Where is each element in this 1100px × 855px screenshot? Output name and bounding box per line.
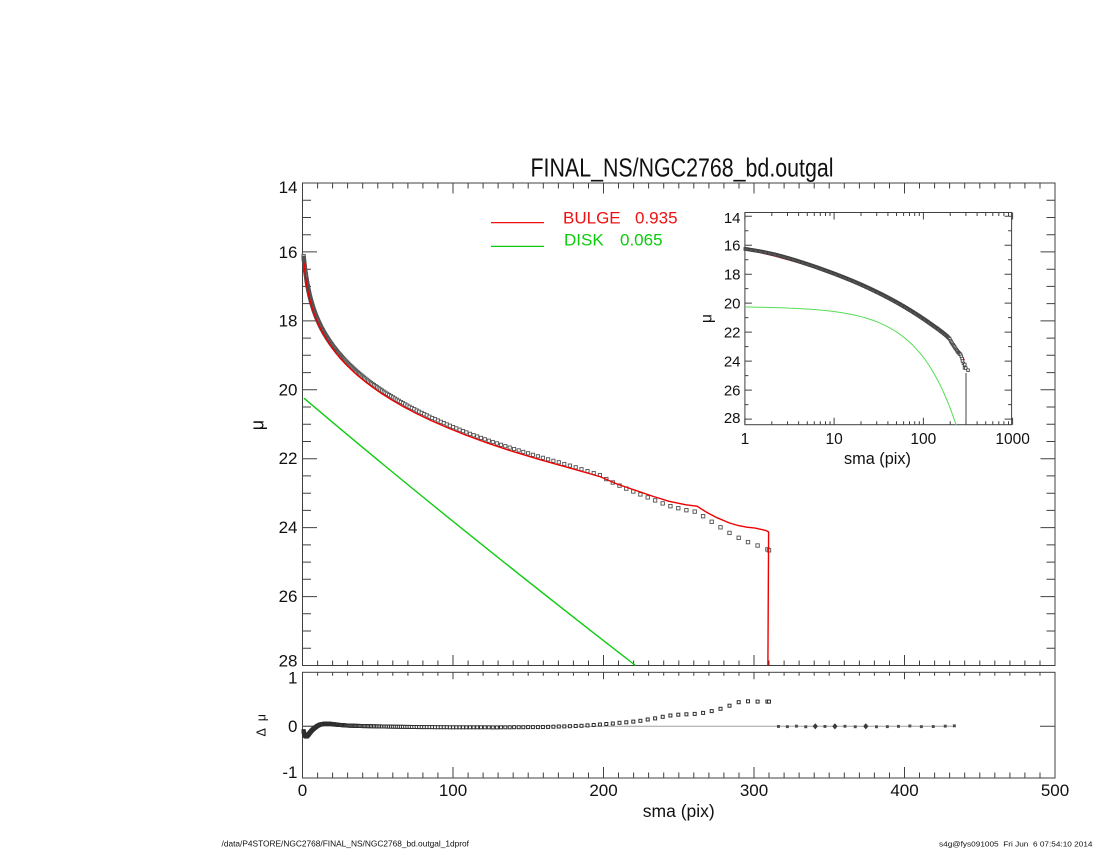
svg-text:20: 20	[724, 295, 741, 312]
svg-text:200: 200	[589, 781, 617, 800]
svg-text:22: 22	[724, 324, 741, 341]
svg-text:28: 28	[279, 652, 298, 671]
svg-text:14: 14	[724, 210, 741, 227]
svg-text:300: 300	[740, 781, 768, 800]
svg-text:100: 100	[439, 781, 467, 800]
svg-text:16: 16	[279, 243, 298, 262]
svg-text:1: 1	[741, 431, 750, 448]
svg-text:22: 22	[279, 449, 298, 468]
svg-text:10: 10	[826, 431, 844, 448]
svg-text:s4g@fys091005 Fri Jun 6 07:5: s4g@fys091005 Fri Jun 6 07:54:10 2014	[939, 840, 1093, 849]
svg-text:20: 20	[279, 380, 298, 399]
svg-text:26: 26	[724, 382, 741, 399]
svg-text:0: 0	[298, 781, 307, 800]
svg-text:sma (pix): sma (pix)	[844, 450, 911, 468]
svg-text:26: 26	[279, 587, 298, 606]
svg-text:500: 500	[1041, 781, 1069, 800]
svg-text:Δ μ: Δ μ	[255, 714, 269, 737]
svg-text:24: 24	[279, 518, 298, 537]
svg-text:0.065: 0.065	[620, 231, 663, 250]
svg-text:400: 400	[890, 781, 918, 800]
svg-text:28: 28	[724, 410, 741, 427]
svg-text:16: 16	[724, 237, 741, 254]
svg-text:BULGE: BULGE	[563, 208, 621, 227]
svg-text:100: 100	[910, 431, 936, 448]
svg-text:14: 14	[279, 178, 298, 197]
svg-text:μ: μ	[699, 314, 716, 323]
svg-text:FINAL_NS/NGC2768_bd.outgal: FINAL_NS/NGC2768_bd.outgal	[531, 152, 834, 182]
svg-text:sma (pix): sma (pix)	[643, 801, 715, 821]
svg-text:0.935: 0.935	[635, 208, 678, 227]
svg-text:DISK: DISK	[564, 231, 604, 250]
svg-text:-1: -1	[282, 763, 297, 782]
svg-text:1: 1	[288, 669, 297, 688]
svg-text:18: 18	[724, 266, 741, 283]
svg-text:18: 18	[279, 311, 298, 330]
svg-text:1000: 1000	[995, 431, 1030, 448]
svg-text:0: 0	[288, 717, 297, 736]
svg-text:μ: μ	[248, 420, 268, 430]
svg-text:/data/P4STORE/NGC2768/FINAL_NS: /data/P4STORE/NGC2768/FINAL_NS/NGC2768_b…	[222, 839, 470, 848]
svg-text:24: 24	[724, 353, 741, 370]
